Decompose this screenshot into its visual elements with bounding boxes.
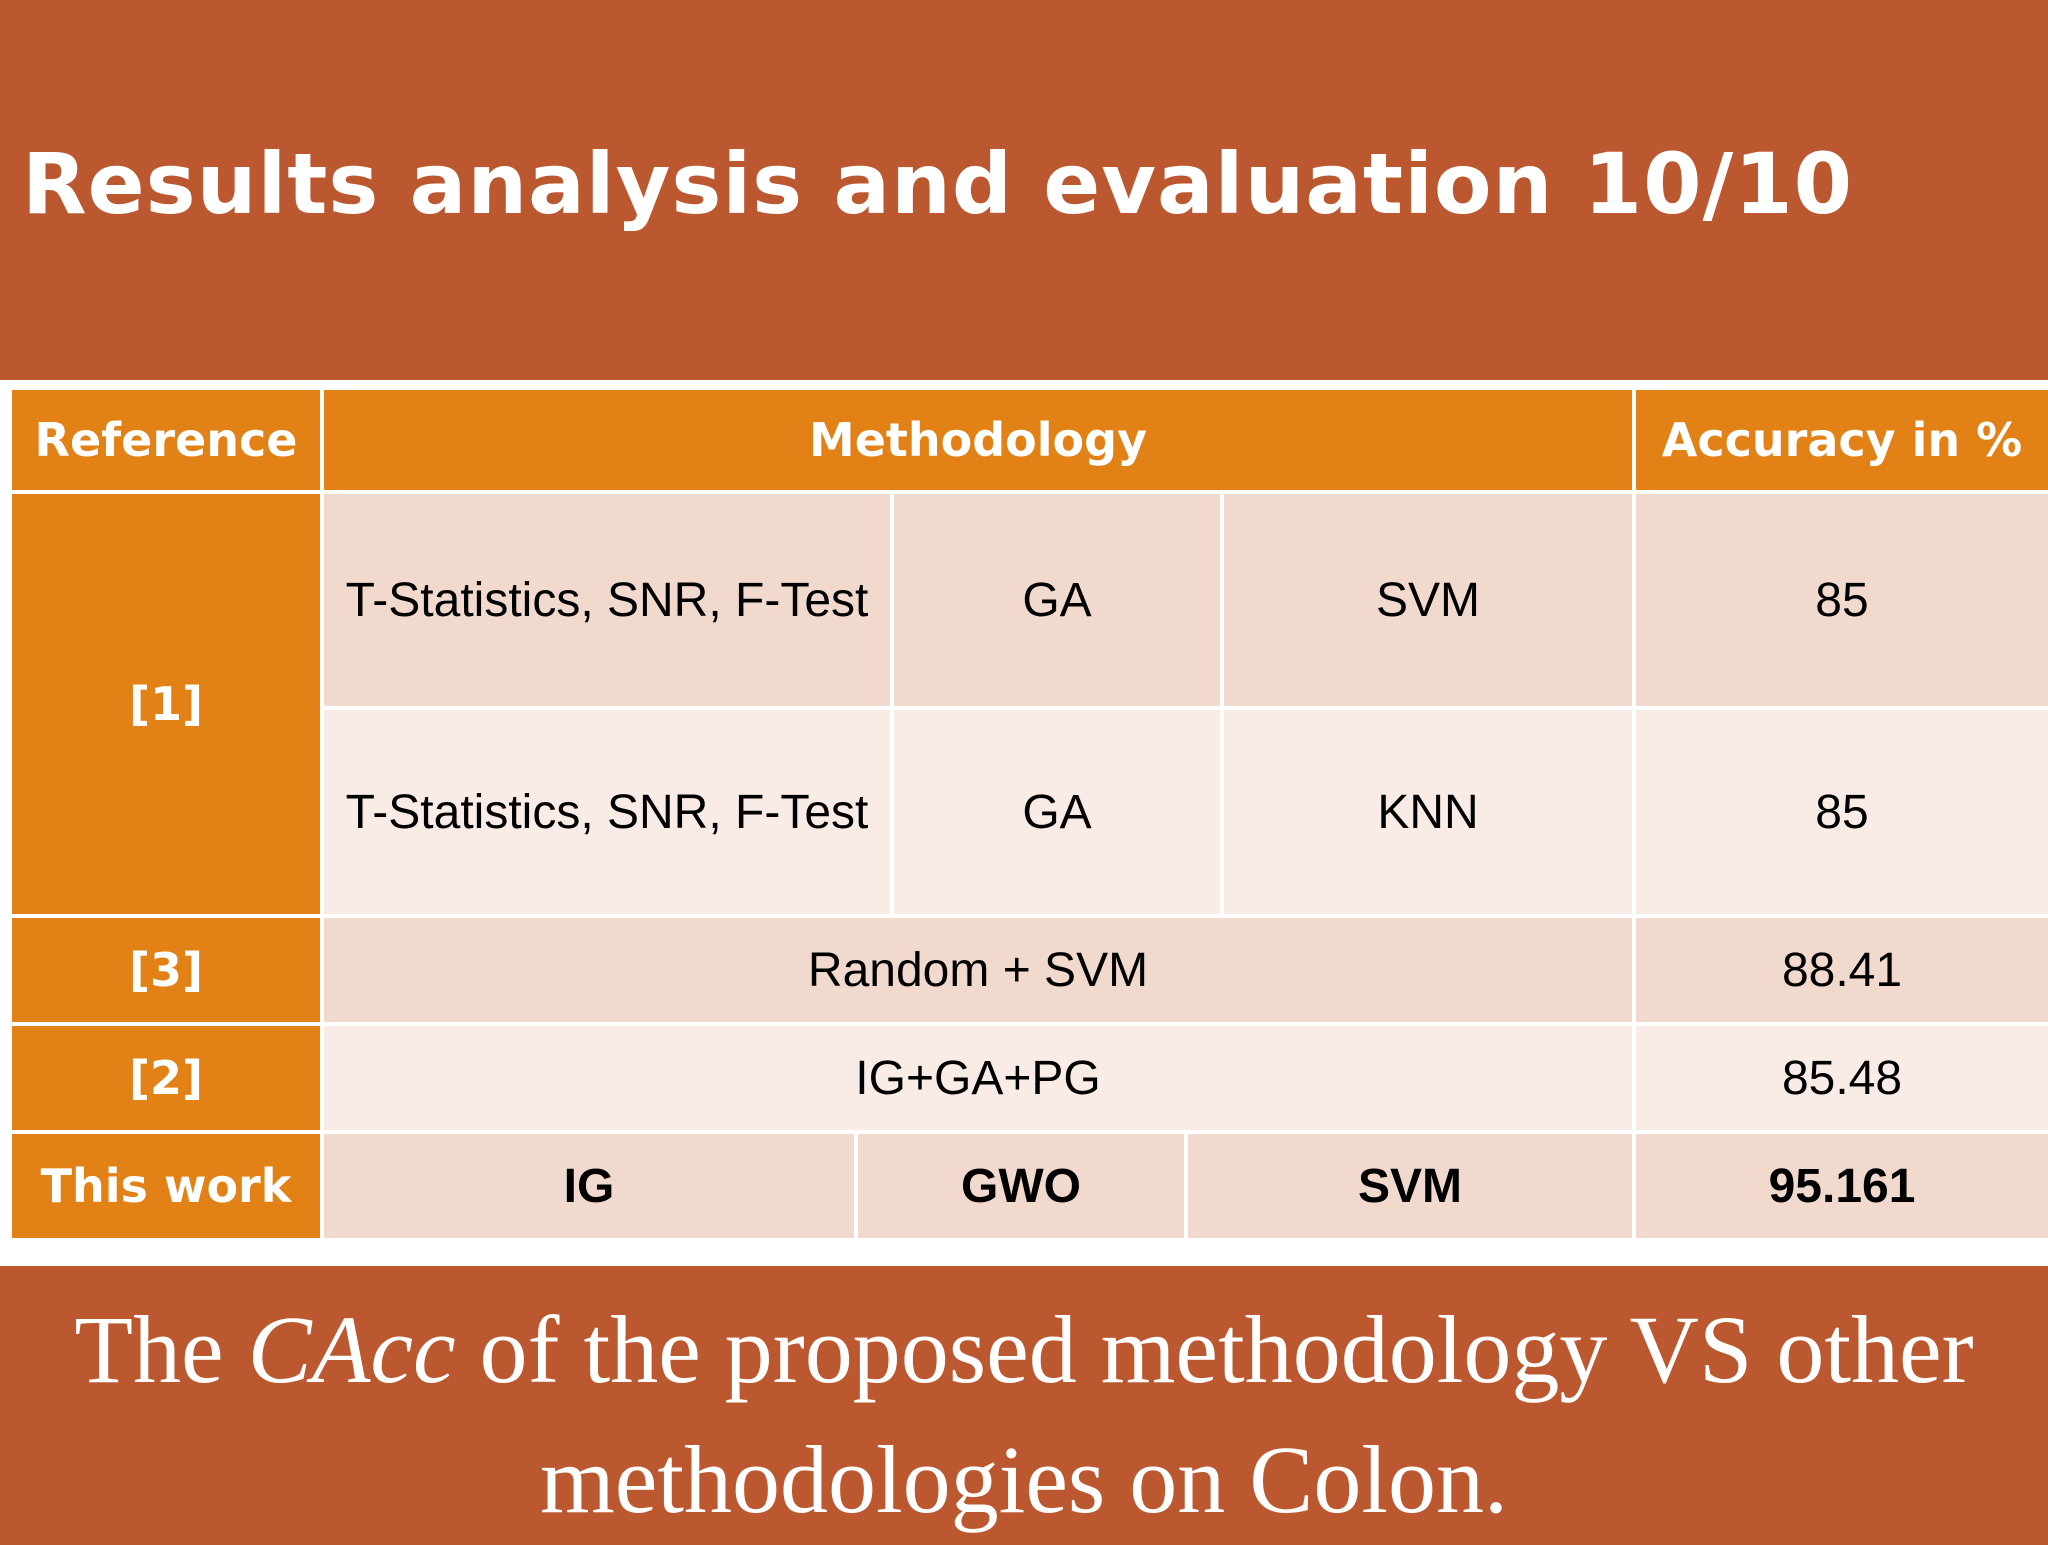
row4-accuracy: 85.48	[1636, 1026, 2048, 1130]
row2-method-b: GA	[894, 710, 1220, 914]
header-reference: Reference	[12, 390, 320, 490]
reference-cell-2: [2]	[12, 1026, 320, 1130]
reference-cell-this-work: This work	[12, 1134, 320, 1238]
header-accuracy: Accuracy in %	[1636, 390, 2048, 490]
row2-accuracy: 85	[1636, 710, 2048, 914]
row3-method: Random + SVM	[324, 918, 1632, 1022]
reference-cell-3: [3]	[12, 918, 320, 1022]
row1-method-c: SVM	[1224, 494, 1632, 706]
slide-caption: The CAcc of the proposed methodology VS …	[0, 1285, 2048, 1545]
row1-accuracy: 85	[1636, 494, 2048, 706]
row5-method-a: IG	[324, 1134, 854, 1238]
row5-accuracy: 95.161	[1636, 1134, 2048, 1238]
caption-emphasis: CAcc	[247, 1296, 456, 1403]
caption-part1: The	[74, 1296, 248, 1403]
row5-method-b: GWO	[858, 1134, 1184, 1238]
row3-accuracy: 88.41	[1636, 918, 2048, 1022]
row2-method-c: KNN	[1224, 710, 1632, 914]
results-table: Reference Methodology Accuracy in % [1] …	[0, 380, 2048, 1266]
row4-method: IG+GA+PG	[324, 1026, 1632, 1130]
slide-title: Results analysis and evaluation 10/10	[22, 135, 1854, 233]
row1-method-a: T-Statistics, SNR, F-Test	[324, 494, 890, 706]
reference-cell-1: [1]	[12, 494, 320, 914]
row2-method-a: T-Statistics, SNR, F-Test	[324, 710, 890, 914]
row5-method-c: SVM	[1188, 1134, 1632, 1238]
row1-method-b: GA	[894, 494, 1220, 706]
header-methodology: Methodology	[324, 390, 1632, 490]
caption-part2: of the proposed methodology VS other met…	[455, 1296, 1974, 1533]
